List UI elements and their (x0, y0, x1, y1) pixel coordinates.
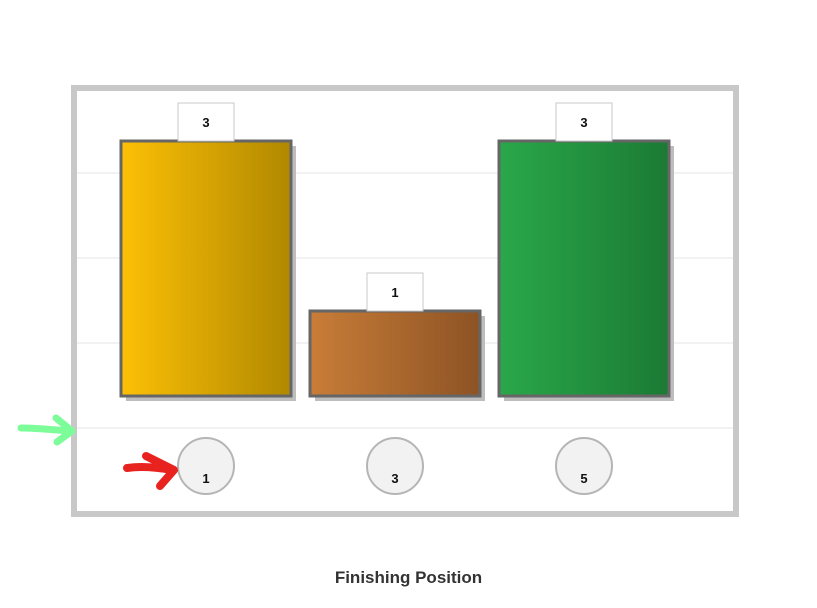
bar (497, 139, 671, 398)
tick-label-circle (177, 437, 235, 495)
value-label: 3 (202, 115, 209, 130)
arrow-right-icon (17, 414, 76, 446)
tick-label-circle (555, 437, 613, 495)
tick-label: 5 (580, 471, 587, 486)
tick-label: 1 (202, 471, 209, 486)
x-axis-label: Finishing Position (334, 568, 483, 587)
arrow-right-icon (123, 452, 178, 490)
value-label-box (366, 272, 424, 312)
tick-label: 3 (391, 471, 398, 486)
value-label-box (555, 102, 613, 142)
value-label: 1 (391, 285, 398, 300)
value-label: 3 (580, 115, 587, 130)
x-tick-labels: 1 3 5 (177, 437, 613, 495)
value-label-box (177, 102, 235, 142)
bars-group: 3 1 3 (119, 102, 674, 401)
bar (119, 139, 293, 398)
bar (308, 309, 482, 398)
tick-label-circle (366, 437, 424, 495)
